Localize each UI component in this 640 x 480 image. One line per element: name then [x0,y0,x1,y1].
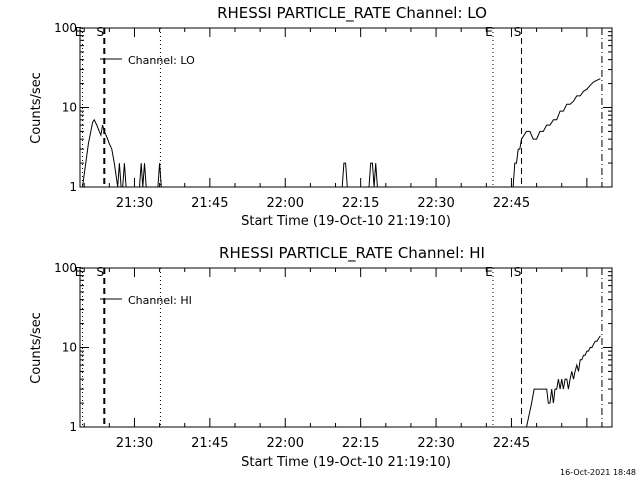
y-tick-label: 10 [62,101,77,115]
x-tick-label: 22:30 [417,196,454,211]
x-tick-label: 22:00 [267,196,304,211]
y-tick-label: 10 [62,341,77,355]
y-axis-label: Counts/sec [29,72,44,144]
hi-channel-panel: RHESSI PARTICLE_RATE Channel: HI Counts/… [29,244,613,470]
marker-label: S [96,265,104,279]
x-tick-label: 22:15 [342,436,379,451]
marker-label: S [514,25,522,39]
marker-label: E [75,25,83,39]
footer-timestamp: 16-Oct-2021 18:48 [560,468,636,477]
y-tick-label: 1 [69,180,77,194]
marker-label: S [96,25,104,39]
chart-title: RHESSI PARTICLE_RATE Channel: HI [219,244,485,263]
y-axis-label: Counts/sec [29,312,44,384]
x-tick-label: 21:30 [116,196,153,211]
marker-label: E [485,265,493,279]
marker-label: S [514,265,522,279]
chart-title: RHESSI PARTICLE_RATE Channel: LO [217,4,487,23]
legend-label: Channel: LO [128,54,195,67]
marker-label: E [485,25,493,39]
y-tick-label: 100 [54,261,77,275]
x-axis-label: Start Time (19-Oct-10 21:19:10) [241,455,451,470]
x-tick-label: 21:45 [191,196,228,211]
x-tick-label: 22:00 [267,436,304,451]
x-axis-label: Start Time (19-Oct-10 21:19:10) [241,214,451,229]
marker-label: E [75,265,83,279]
series-line [526,335,601,428]
lo-channel-panel: RHESSI PARTICLE_RATE Channel: LO Counts/… [29,4,613,229]
x-tick-label: 22:45 [493,436,530,451]
plot-frame [79,267,613,428]
x-tick-label: 22:15 [342,196,379,211]
x-tick-label: 22:30 [417,436,454,451]
x-tick-label: 21:30 [116,436,153,451]
y-tick-label: 100 [54,21,77,35]
x-tick-label: 22:45 [493,196,530,211]
x-tick-label: 21:45 [191,436,228,451]
y-tick-label: 1 [69,420,77,434]
